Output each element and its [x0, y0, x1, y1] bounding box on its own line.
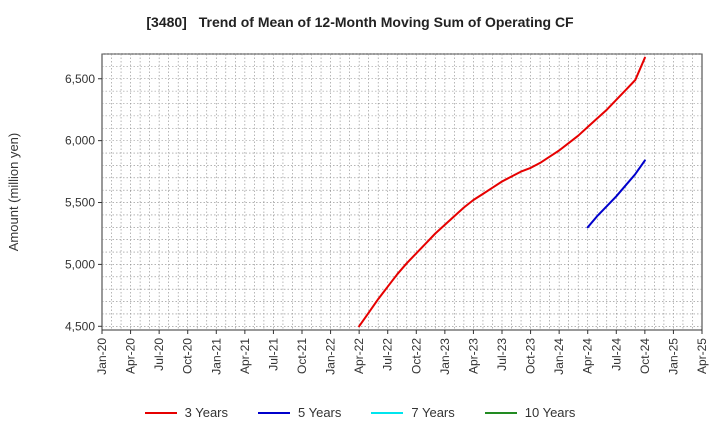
x-tick-label: Apr-24 — [581, 338, 595, 374]
chart-title: [3480] Trend of Mean of 12-Month Moving … — [0, 14, 720, 30]
x-tick-label: Jan-22 — [324, 338, 338, 375]
y-axis-label: Amount (million yen) — [6, 133, 21, 252]
y-tick-label: 5,500 — [65, 196, 95, 210]
legend-label-10-years: 10 Years — [524, 405, 576, 420]
x-tick-label: Oct-23 — [524, 338, 538, 374]
x-tick-label: Jan-23 — [438, 338, 452, 375]
legend-label-5-years: 5 Years — [298, 405, 342, 420]
x-tick-label: Jul-22 — [381, 338, 395, 371]
x-tick-label: Apr-25 — [695, 338, 709, 374]
x-tick-label: Apr-22 — [352, 338, 366, 374]
legend-swatch-10-years — [484, 411, 517, 414]
y-tick-label: 6,000 — [65, 134, 95, 148]
series-line-3-years — [358, 56, 646, 328]
chart-title-text: Trend of Mean of 12-Month Moving Sum of … — [198, 14, 574, 30]
x-tick-label: Jul-20 — [152, 338, 166, 371]
series-line-5-years — [586, 159, 646, 229]
x-tick-label: Apr-23 — [466, 338, 480, 374]
x-tick-label: Jul-23 — [495, 338, 509, 371]
y-tick-label: 4,500 — [65, 319, 95, 333]
x-tick-label: Jan-24 — [552, 338, 566, 375]
x-tick-label: Oct-22 — [409, 338, 423, 374]
chart-legend: 3 Years 5 Years 7 Years 10 Years — [0, 405, 720, 420]
legend-item-7-years: 7 Years — [371, 405, 455, 420]
x-tick-label: Apr-21 — [238, 338, 252, 374]
legend-swatch-3-years — [144, 411, 177, 414]
legend-item-5-years: 5 Years — [258, 405, 341, 420]
legend-item-3-years: 3 Years — [144, 405, 228, 420]
x-tick-label: Apr-20 — [124, 338, 138, 374]
x-tick-label: Jan-21 — [209, 338, 223, 375]
legend-label-7-years: 7 Years — [411, 405, 455, 420]
x-tick-label: Jan-25 — [666, 338, 680, 375]
legend-swatch-7-years — [371, 411, 404, 414]
y-tick-label: 6,500 — [65, 72, 95, 86]
x-tick-label: Oct-20 — [181, 338, 195, 374]
chart-title-id: [3480] — [146, 14, 187, 30]
y-tick-label: 5,000 — [65, 257, 95, 271]
legend-label-3-years: 3 Years — [184, 405, 228, 420]
legend-swatch-5-years — [258, 411, 290, 414]
x-tick-label: Oct-21 — [295, 338, 309, 374]
x-tick-label: Oct-24 — [638, 338, 652, 374]
plot-area — [101, 53, 703, 331]
x-tick-label: Jul-24 — [609, 338, 623, 371]
legend-item-10-years: 10 Years — [484, 405, 576, 420]
x-tick-label: Jul-21 — [266, 338, 280, 371]
x-tick-label: Jan-20 — [95, 338, 109, 375]
